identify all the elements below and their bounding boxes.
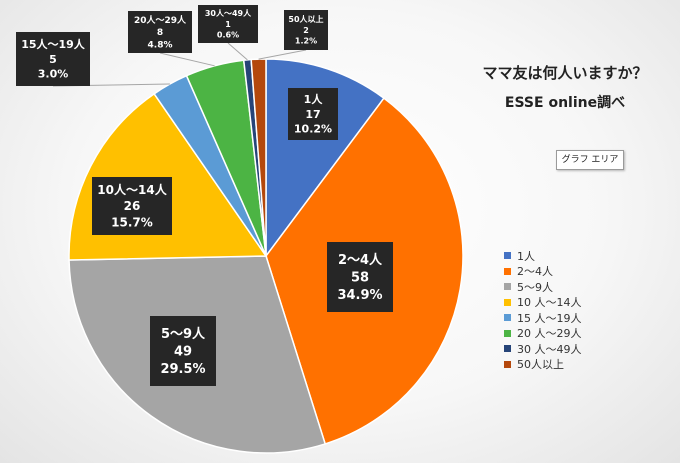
data-label-count: 58 [351, 271, 369, 286]
legend-item: 20 人～29人 [504, 326, 582, 342]
data-label-8: 50人以上 2 1.2% [284, 10, 328, 50]
data-label-percent: 29.5% [160, 362, 205, 377]
leader-line-7 [227, 42, 248, 61]
legend-swatch [504, 252, 511, 260]
legend-swatch [504, 329, 511, 337]
data-label-3: 5～9人 49 29.5% [150, 316, 216, 386]
legend-item: 1人 [504, 248, 582, 264]
legend-swatch [504, 267, 511, 275]
legend-item: 30 人～49人 [504, 341, 582, 357]
data-label-box [128, 11, 192, 53]
data-label-count: 8 [157, 28, 163, 38]
legend-swatch [504, 314, 511, 322]
legend-item: 10 人～14人 [504, 295, 582, 311]
legend-label: 5～9人 [517, 280, 553, 294]
data-label-category: 20人～29人 [134, 14, 187, 26]
legend-item: 2～4人 [504, 264, 582, 280]
data-label-category: 50人以上 [288, 14, 323, 24]
legend-label: 10 人～14人 [517, 296, 582, 310]
data-label-count: 2 [303, 26, 309, 35]
data-label-category: 5～9人 [161, 326, 206, 342]
leader-line-6 [159, 52, 215, 67]
data-label-category: 15人～19人 [21, 37, 86, 51]
data-label-5: 15人～19人 5 3.0% [16, 32, 90, 86]
data-label-box [288, 88, 338, 140]
data-label-box [16, 32, 90, 86]
data-label-percent: 0.6% [217, 31, 239, 40]
data-label-box [198, 5, 258, 43]
legend-item: 15 人～19人 [504, 310, 582, 326]
data-label-category: 10人～14人 [97, 182, 167, 197]
data-label-box [284, 10, 328, 50]
chart-subtitle: ESSE online調べ [504, 95, 626, 111]
legend-label: 15 人～19人 [517, 311, 582, 325]
data-label-2: 2～4人 58 34.9% [327, 242, 393, 312]
leader-line-8 [258, 49, 307, 60]
legend-label: 2～4人 [517, 265, 553, 279]
data-label-count: 5 [49, 53, 57, 66]
legend-swatch [504, 360, 511, 368]
data-label-4: 10人～14人 26 15.7% [92, 177, 172, 235]
legend-swatch [504, 345, 511, 353]
data-label-count: 1 [225, 20, 231, 29]
legend-item: 5～9人 [504, 279, 582, 295]
data-label-category: 2～4人 [338, 252, 383, 268]
data-label-percent: 10.2% [294, 123, 332, 136]
legend-swatch [504, 298, 511, 306]
data-label-7: 30人～49人 1 0.6% [198, 5, 258, 43]
data-label-percent: 1.2% [295, 37, 317, 46]
legend-label: 30 人～49人 [517, 342, 582, 356]
data-label-box [327, 242, 393, 312]
data-label-percent: 3.0% [38, 68, 69, 81]
pie-slices [68, 58, 464, 454]
data-label-count: 26 [124, 199, 141, 213]
data-label-percent: 15.7% [111, 215, 153, 229]
data-label-category: 1人 [304, 92, 324, 106]
data-label-6: 20人～29人 8 4.8% [128, 11, 192, 53]
chart-area-tooltip: グラフ エリア [556, 150, 624, 170]
chart-legend: 1人 2～4人 5～9人 10 人～14人 15 人～19人 20 人～29人 30 人～4… [504, 248, 582, 372]
chart-title: ママ友は何人いますか？ [482, 64, 648, 82]
data-label-box [150, 316, 216, 386]
legend-label: 50人以上 [517, 358, 564, 372]
data-label-count: 49 [174, 345, 192, 360]
data-label-1: 1人 17 10.2% [288, 88, 338, 140]
legend-label: 1人 [517, 249, 535, 263]
data-label-category: 30人～49人 [205, 8, 252, 18]
legend-item: 50人以上 [504, 357, 582, 373]
data-label-count: 17 [305, 108, 320, 121]
data-label-percent: 34.9% [337, 288, 382, 303]
legend-label: 20 人～29人 [517, 327, 582, 341]
data-label-box [92, 177, 172, 235]
data-label-percent: 4.8% [148, 40, 173, 50]
pie-slice-8 [250, 58, 267, 257]
legend-swatch [504, 283, 511, 291]
data-labels: 1人1710.2%2～4人5834.9%5～9人4929.5%10人～14人26… [16, 5, 393, 386]
